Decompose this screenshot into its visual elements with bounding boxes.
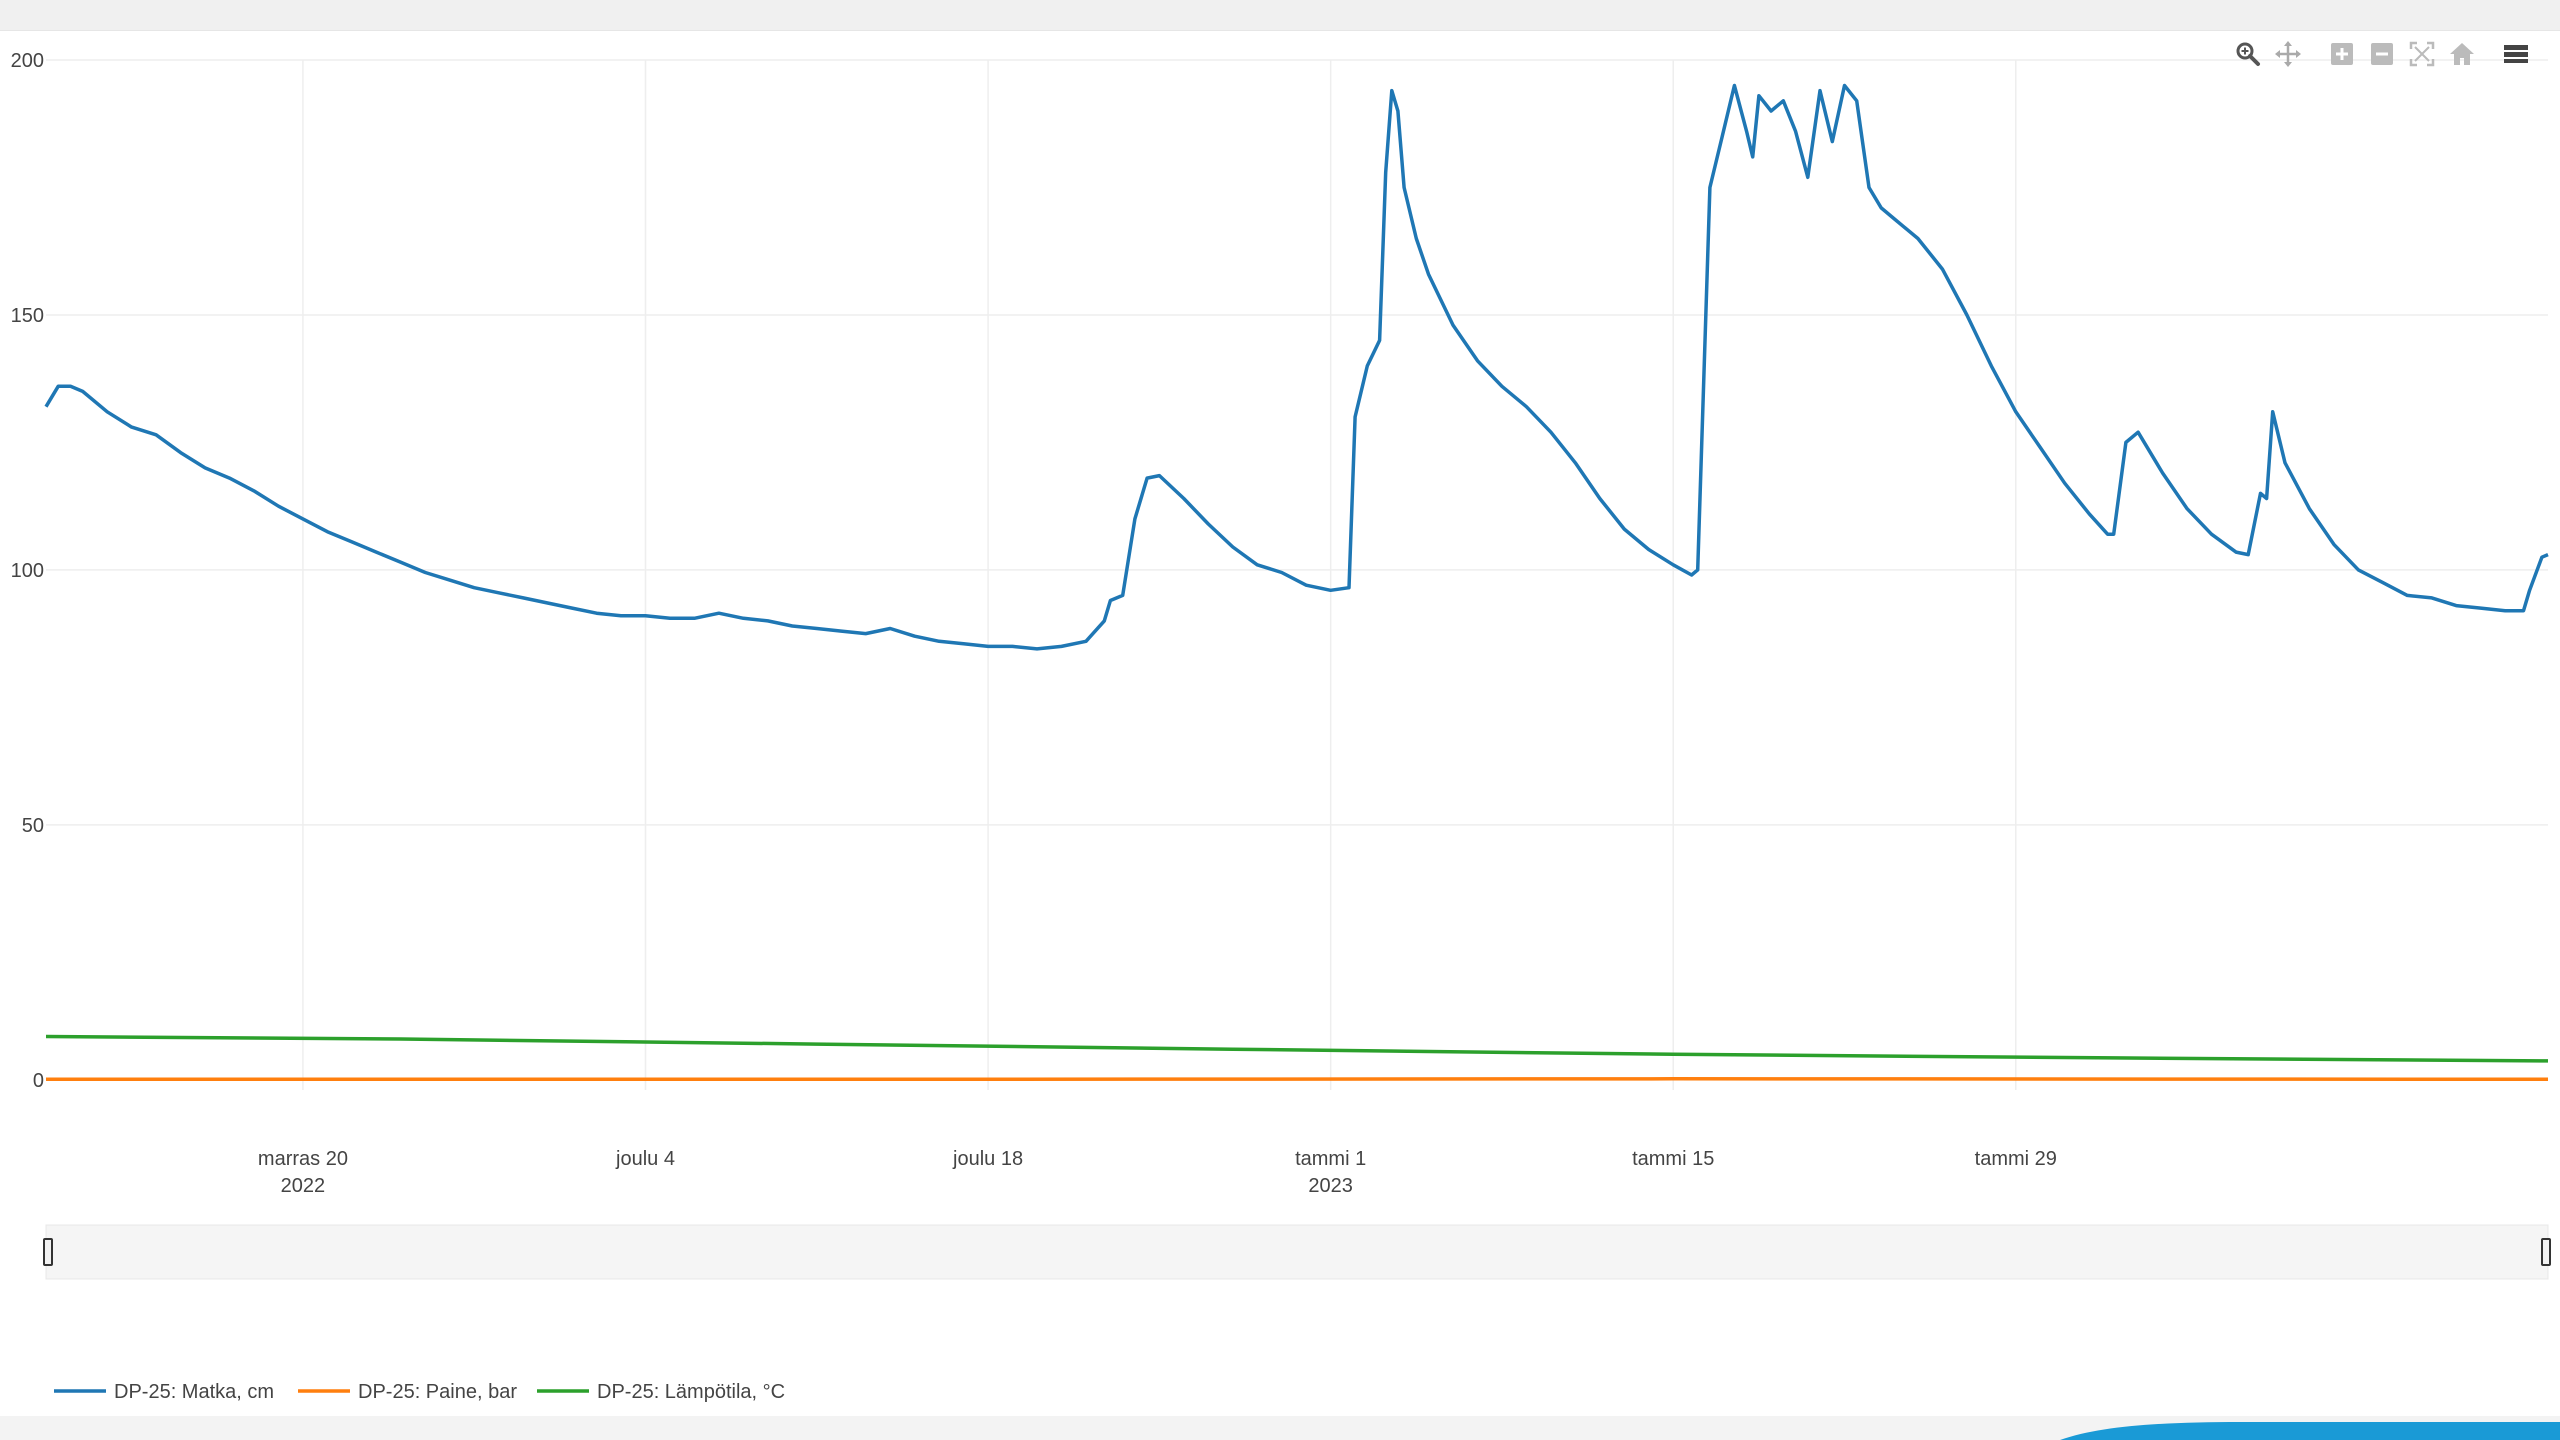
y-tick-label: 50 (22, 815, 44, 837)
y-tick-label: 100 (11, 560, 44, 582)
legend[interactable]: DP-25: Matka, cm DP-25: Paine, bar DP-25: … (54, 1381, 785, 1403)
y-tick-labels: 0 50 100 150 200 (11, 50, 44, 1092)
pan-button[interactable] (2268, 38, 2308, 70)
zoom-button[interactable] (2228, 38, 2268, 70)
brand-swoosh (2040, 1420, 2560, 1440)
x-tick-label: joulu 4 (615, 1148, 675, 1170)
autoscale-button[interactable] (2402, 38, 2442, 70)
x-tick-label: tammi 29 (1975, 1148, 2057, 1170)
zoom-out-button[interactable] (2362, 38, 2402, 70)
range-slider[interactable] (43, 1224, 2551, 1280)
y-tick-label: 150 (11, 305, 44, 327)
series-line-0[interactable] (44, 83, 2549, 651)
magnifier-icon (2236, 42, 2260, 66)
line-chart[interactable]: 0 50 100 150 200 marras 20 2022 joulu 4 joulu 1… (0, 30, 2560, 1410)
legend-item[interactable]: DP-25: Lämpötila, °C (537, 1381, 785, 1403)
reset-axes-button[interactable] (2442, 38, 2482, 70)
menu-button[interactable] (2496, 38, 2536, 70)
legend-label: DP-25: Matka, cm (114, 1381, 274, 1403)
window-top-strip (0, 0, 2560, 31)
series-layer (44, 83, 2549, 1082)
zoom-in-button[interactable] (2322, 38, 2362, 70)
legend-item[interactable]: DP-25: Matka, cm (54, 1381, 274, 1403)
range-slider-left-handle[interactable] (43, 1238, 53, 1266)
minus-box-icon (2371, 43, 2393, 65)
series-line-2[interactable] (45, 1034, 2549, 1063)
home-icon (2450, 43, 2474, 65)
menu-icon (2504, 45, 2528, 63)
range-slider-track[interactable] (45, 1224, 2549, 1280)
x-tick-label: tammi 1 (1295, 1148, 1366, 1170)
legend-label: DP-25: Paine, bar (358, 1381, 517, 1403)
legend-label: DP-25: Lämpötila, °C (597, 1381, 785, 1403)
series-line-1[interactable] (46, 1077, 2549, 1082)
autoscale-icon (2409, 41, 2435, 67)
x-tick-sublabel: 2022 (281, 1175, 326, 1197)
range-slider-right-handle[interactable] (2541, 1238, 2551, 1266)
x-tick-labels: marras 20 2022 joulu 4 joulu 18 tammi 1 2023 t… (258, 1148, 2057, 1197)
plus-box-icon (2331, 43, 2353, 65)
pan-arrows-icon (2275, 41, 2301, 67)
x-tick-label: joulu 18 (952, 1148, 1023, 1170)
y-tick-label: 200 (11, 50, 44, 72)
x-tick-sublabel: 2023 (1308, 1175, 1353, 1197)
legend-item[interactable]: DP-25: Paine, bar (298, 1381, 517, 1403)
y-tick-label: 0 (33, 1070, 44, 1092)
x-tick-label: tammi 15 (1632, 1148, 1714, 1170)
x-gridlines (302, 60, 2017, 1090)
x-tick-label: marras 20 (258, 1148, 348, 1170)
modebar (2228, 38, 2536, 70)
